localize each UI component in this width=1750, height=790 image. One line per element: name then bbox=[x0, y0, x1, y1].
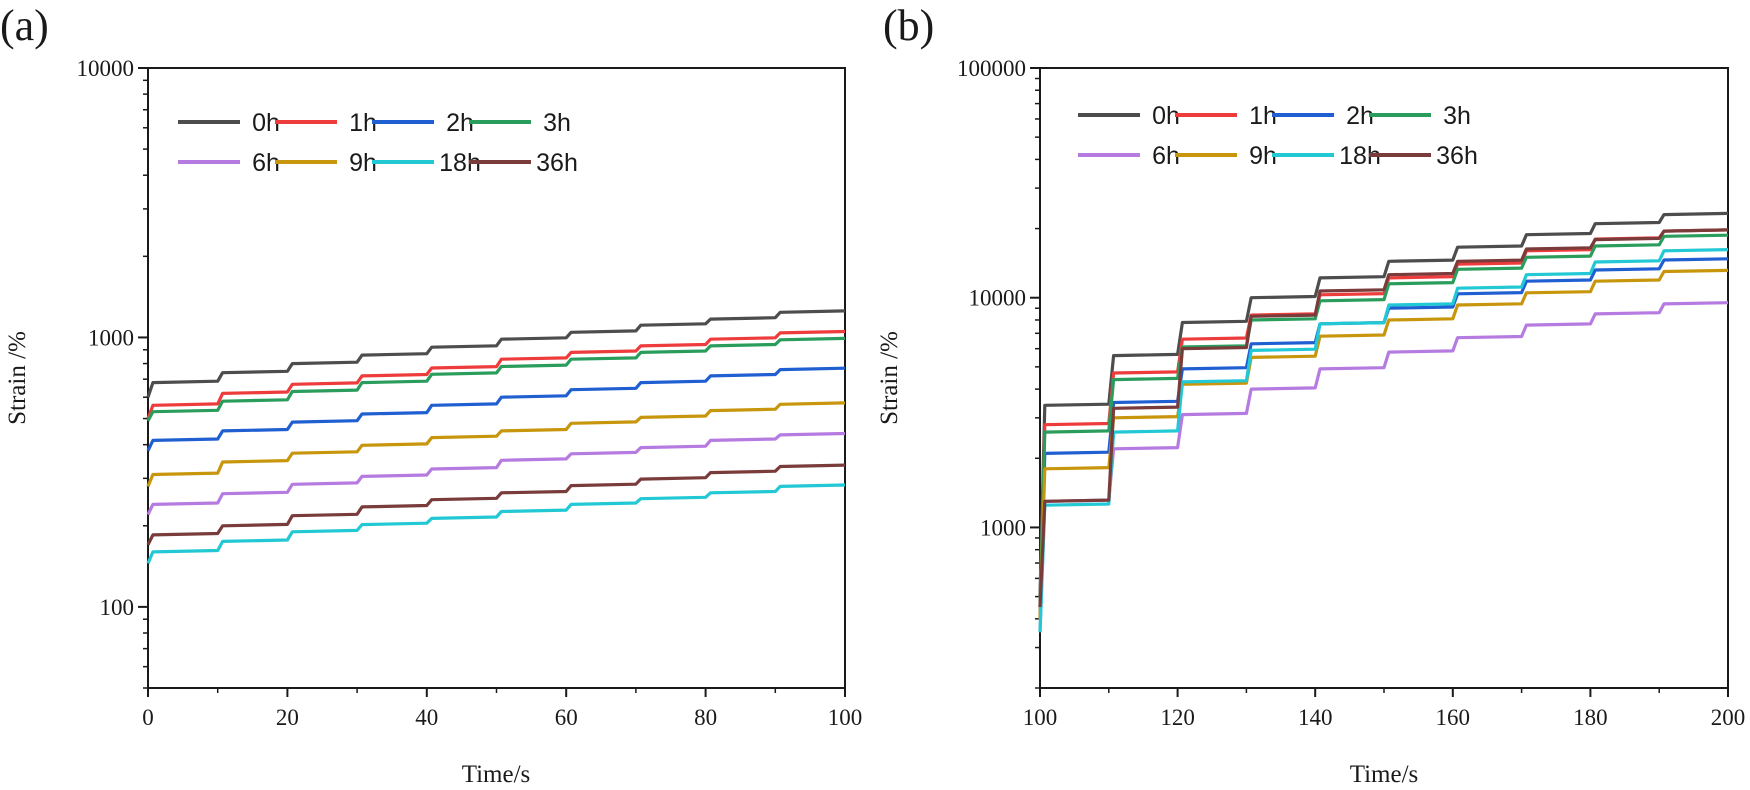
x-tick-label: 40 bbox=[415, 705, 438, 730]
x-tick-label: 140 bbox=[1298, 705, 1333, 730]
y-tick-label: 10000 bbox=[77, 56, 135, 81]
series-line-0h bbox=[146, 309, 846, 398]
x-tick-label: 180 bbox=[1573, 705, 1608, 730]
legend-label-3h: 3h bbox=[1443, 102, 1471, 130]
series-line-1h bbox=[146, 329, 846, 420]
x-tick-label: 0 bbox=[142, 705, 154, 730]
x-axis-title: Time/s bbox=[1350, 761, 1419, 788]
x-tick-label: 120 bbox=[1160, 705, 1195, 730]
x-tick-label: 160 bbox=[1436, 705, 1471, 730]
series-line-2h bbox=[146, 366, 846, 452]
y-tick-label: 1000 bbox=[88, 325, 134, 350]
x-tick-label: 200 bbox=[1711, 705, 1746, 730]
series-line-18h bbox=[146, 483, 846, 565]
series-line-36h bbox=[1038, 228, 1729, 608]
legend-label-3h: 3h bbox=[543, 109, 571, 137]
axis-ticks: 100 120 140 160 180 200 1000 10000 100000 bbox=[957, 56, 1745, 730]
y-tick-label: 1000 bbox=[980, 515, 1026, 540]
x-tick-label: 100 bbox=[1023, 705, 1058, 730]
y-axis-title: Strain /% bbox=[876, 331, 903, 425]
panel-label: (a) bbox=[0, 1, 49, 50]
panel-label: (b) bbox=[883, 1, 934, 50]
series-line-0h bbox=[1038, 211, 1729, 597]
x-tick-label: 80 bbox=[694, 705, 717, 730]
y-axis-title: Strain /% bbox=[4, 331, 31, 425]
panel-b: (b) 100 120 140 160 180 200 1000 10000 100000 0h… bbox=[876, 1, 1745, 788]
legend-label-36h: 36h bbox=[1436, 142, 1478, 170]
series-line-3h bbox=[146, 336, 846, 422]
x-tick-label: 100 bbox=[828, 705, 863, 730]
legend-label-36h: 36h bbox=[536, 149, 578, 177]
series-line-18h bbox=[1038, 248, 1729, 633]
x-tick-label: 60 bbox=[555, 705, 578, 730]
series-line-6h bbox=[1038, 301, 1729, 633]
series-lines bbox=[1038, 211, 1729, 633]
series-line-36h bbox=[146, 463, 846, 546]
series-line-6h bbox=[146, 431, 846, 516]
series-line-9h bbox=[146, 401, 846, 488]
x-tick-label: 20 bbox=[276, 705, 299, 730]
y-tick-label: 10000 bbox=[969, 286, 1027, 311]
x-axis-title: Time/s bbox=[462, 761, 531, 788]
y-tick-label: 100000 bbox=[957, 56, 1026, 81]
series-line-3h bbox=[1038, 233, 1729, 608]
series-lines bbox=[146, 309, 846, 565]
series-line-9h bbox=[1038, 268, 1729, 619]
axis-ticks: 0 20 40 60 80 100 100 1000 10000 bbox=[77, 56, 863, 730]
y-tick-label: 100 bbox=[100, 595, 135, 620]
